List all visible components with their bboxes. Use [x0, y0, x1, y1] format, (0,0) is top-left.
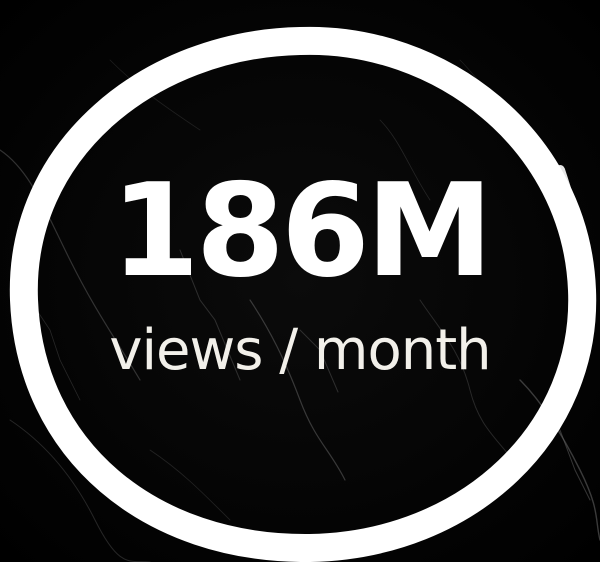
stat-value: 186M [110, 157, 494, 306]
stat-caption: views / month [109, 318, 491, 383]
